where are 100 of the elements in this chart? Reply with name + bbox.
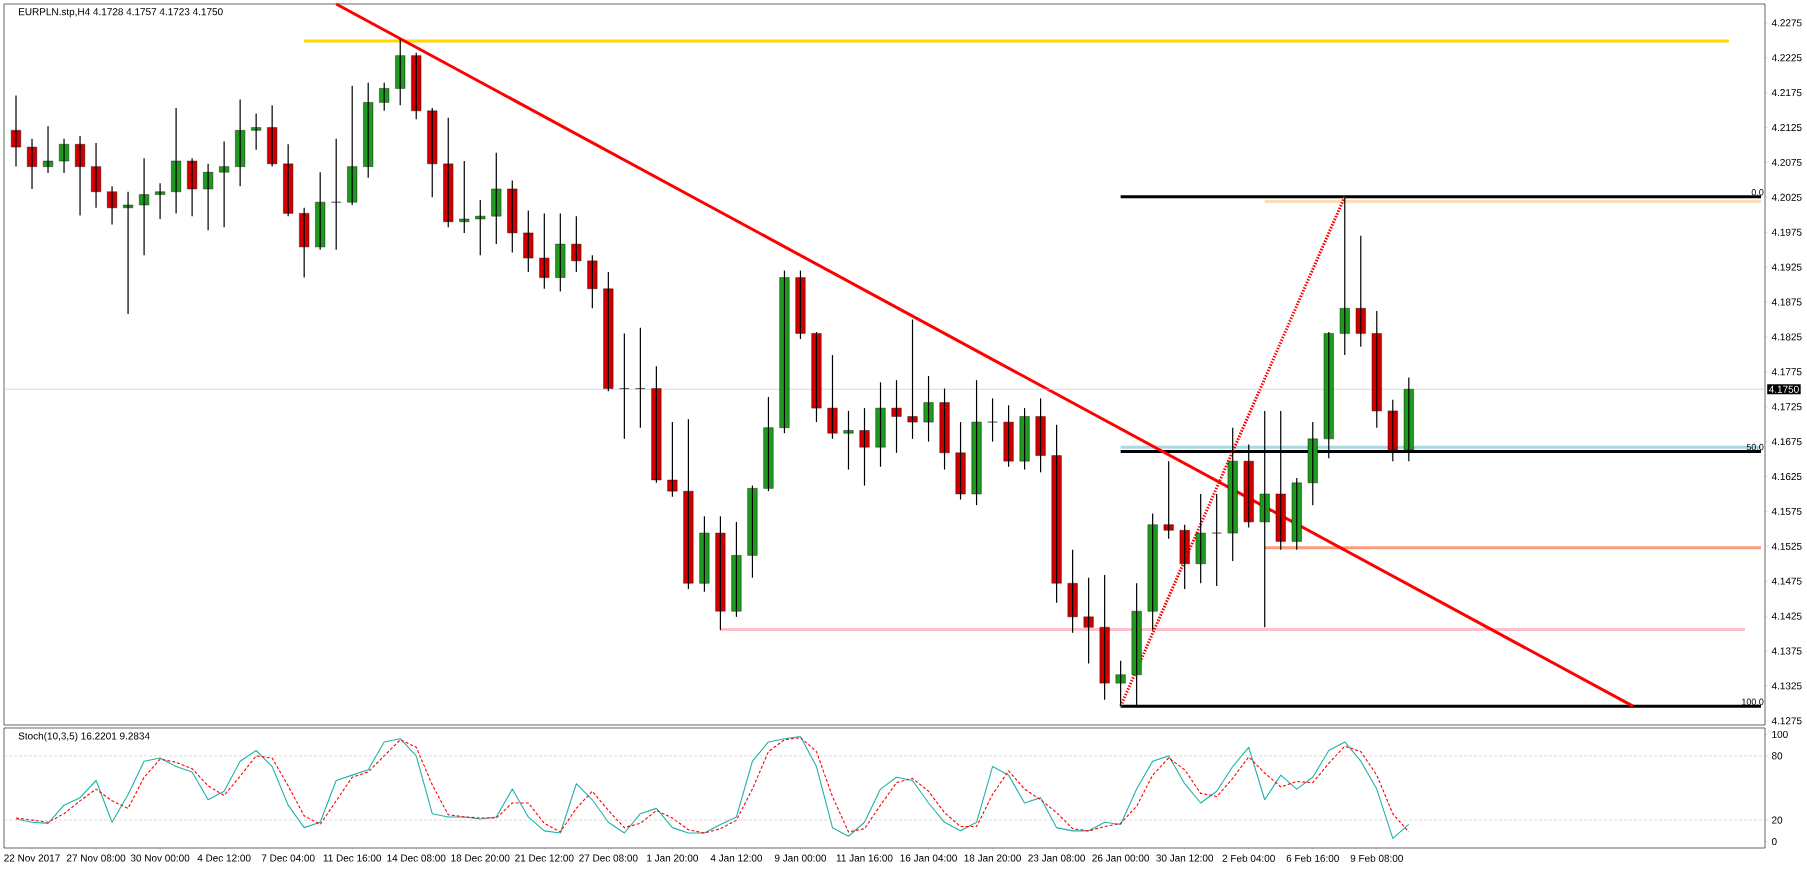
y-tick-label: 4.2225 bbox=[1771, 54, 1802, 62]
x-tick-label: 18 Dec 20:00 bbox=[451, 854, 510, 862]
y-tick-label: 4.1975 bbox=[1771, 228, 1802, 236]
candlestick bbox=[827, 354, 838, 440]
x-tick-label: 14 Dec 08:00 bbox=[387, 854, 446, 862]
x-tick-label: 26 Jan 00:00 bbox=[1092, 854, 1150, 862]
candlestick bbox=[907, 318, 918, 440]
y-tick-label: 4.1575 bbox=[1771, 507, 1802, 515]
candlestick bbox=[395, 38, 406, 106]
y-tick-label: 4.1275 bbox=[1771, 717, 1802, 725]
candlestick bbox=[699, 515, 710, 593]
candlestick bbox=[315, 171, 326, 251]
candlestick bbox=[91, 142, 102, 209]
ref-line-label: 4.1750 bbox=[1768, 385, 1799, 393]
x-tick-label: 16 Jan 04:00 bbox=[900, 854, 957, 862]
x-tick-label: 9 Jan 00:00 bbox=[774, 854, 827, 862]
candlestick bbox=[235, 99, 246, 187]
candlestick bbox=[651, 365, 662, 484]
candlestick bbox=[331, 138, 342, 251]
candlestick bbox=[731, 521, 742, 618]
x-tick-label: 9 Feb 08:00 bbox=[1350, 854, 1403, 862]
x-tick-label: 23 Jan 08:00 bbox=[1028, 854, 1086, 862]
candlestick bbox=[923, 375, 934, 443]
y-tick-label: 4.1925 bbox=[1771, 263, 1802, 271]
candlestick bbox=[1035, 397, 1046, 473]
candlestick bbox=[347, 85, 358, 206]
annotation: 100.0 bbox=[1742, 698, 1764, 705]
candlestick bbox=[379, 82, 390, 112]
candlestick bbox=[555, 212, 566, 293]
candlestick bbox=[1083, 577, 1094, 665]
candlestick bbox=[427, 107, 438, 198]
candlestick bbox=[619, 332, 630, 440]
candlestick bbox=[603, 271, 614, 392]
x-tick-label: 27 Dec 08:00 bbox=[579, 854, 638, 862]
x-tick-label: 30 Nov 00:00 bbox=[130, 854, 190, 862]
candlestick bbox=[411, 52, 422, 120]
candlestick bbox=[763, 396, 774, 492]
x-tick-label: 21 Dec 12:00 bbox=[515, 854, 574, 862]
y-tick-label: 4.1475 bbox=[1771, 577, 1802, 585]
candlestick bbox=[1067, 549, 1078, 634]
candlestick bbox=[955, 421, 966, 501]
candlestick bbox=[299, 207, 310, 279]
candlestick bbox=[491, 152, 502, 245]
candlestick bbox=[971, 379, 982, 506]
x-tick-label: 18 Jan 20:00 bbox=[964, 854, 1021, 862]
y-tick-label: 4.1825 bbox=[1771, 333, 1802, 341]
y-tick-label: 4.2075 bbox=[1771, 158, 1802, 166]
candlestick bbox=[1115, 660, 1126, 707]
y-tick-label: 100 bbox=[1772, 730, 1788, 738]
y-tick-label: 0 bbox=[1771, 838, 1777, 846]
candlestick bbox=[1179, 524, 1190, 590]
candlestick bbox=[251, 112, 262, 151]
candlestick bbox=[459, 160, 470, 234]
candlestick bbox=[859, 407, 870, 487]
y-tick-label: 4.1675 bbox=[1771, 438, 1802, 446]
candlestick bbox=[987, 397, 998, 443]
candlestick bbox=[1003, 404, 1014, 468]
y-tick-label: 4.1775 bbox=[1771, 368, 1802, 376]
candlestick bbox=[1195, 493, 1206, 584]
candlestick bbox=[1211, 493, 1222, 587]
candlestick bbox=[475, 199, 486, 256]
x-tick-label: 7 Dec 04:00 bbox=[261, 854, 315, 862]
candlestick bbox=[443, 117, 454, 228]
candlestick bbox=[1355, 235, 1366, 348]
candlestick bbox=[811, 331, 822, 423]
y-tick-label: 4.1875 bbox=[1771, 298, 1802, 306]
candlestick bbox=[1051, 424, 1062, 604]
candlestick bbox=[1291, 477, 1302, 551]
candlestick bbox=[635, 327, 646, 429]
x-tick-label: 11 Jan 16:00 bbox=[836, 854, 893, 862]
x-tick-label: 11 Dec 16:00 bbox=[323, 854, 382, 862]
y-tick-label: 4.1625 bbox=[1771, 473, 1802, 481]
candlestick bbox=[795, 270, 806, 340]
candlestick bbox=[1163, 460, 1174, 540]
y-tick-label: 4.1325 bbox=[1771, 682, 1802, 690]
y-tick-label: 4.1525 bbox=[1771, 542, 1802, 550]
candlestick bbox=[779, 270, 790, 434]
candlestick bbox=[1019, 407, 1030, 471]
candlestick bbox=[43, 125, 54, 174]
candlestick bbox=[507, 179, 518, 254]
y-tick-label: 4.1425 bbox=[1771, 612, 1802, 620]
x-tick-label: 30 Jan 12:00 bbox=[1156, 854, 1214, 862]
y-tick-label: 4.2275 bbox=[1771, 19, 1802, 27]
candlestick bbox=[843, 410, 854, 471]
candlestick bbox=[203, 163, 214, 231]
x-tick-label: 22 Nov 2017 bbox=[4, 854, 60, 862]
y-tick-label: 80 bbox=[1771, 752, 1783, 760]
candlestick bbox=[1371, 310, 1382, 429]
candlestick bbox=[187, 157, 198, 217]
x-tick-label: 4 Jan 12:00 bbox=[710, 854, 763, 862]
candlestick bbox=[875, 381, 886, 468]
chart-title: EURPLN.stp,H4 4.1728 4.1757 4.1723 4.1750 bbox=[19, 8, 223, 18]
candlestick bbox=[139, 157, 150, 256]
candlestick bbox=[363, 82, 374, 179]
candlestick bbox=[939, 387, 950, 471]
candlestick bbox=[667, 421, 678, 498]
candlestick bbox=[123, 191, 134, 315]
candlestick bbox=[571, 215, 582, 273]
x-tick-label: 1 Jan 20:00 bbox=[647, 854, 699, 862]
x-tick-label: 6 Feb 16:00 bbox=[1286, 854, 1339, 862]
